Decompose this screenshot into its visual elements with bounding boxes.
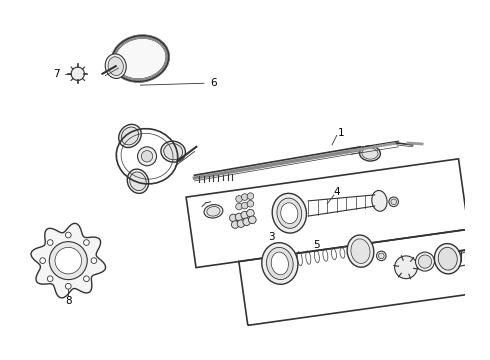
Circle shape xyxy=(55,247,81,274)
Ellipse shape xyxy=(130,172,146,190)
Ellipse shape xyxy=(262,243,298,284)
Circle shape xyxy=(241,211,248,219)
Text: 6: 6 xyxy=(210,78,217,88)
Circle shape xyxy=(236,203,243,210)
Circle shape xyxy=(66,283,71,289)
Circle shape xyxy=(231,221,239,228)
Circle shape xyxy=(141,150,153,162)
Circle shape xyxy=(247,193,254,199)
Text: 7: 7 xyxy=(53,69,60,79)
Ellipse shape xyxy=(360,146,380,161)
Bar xyxy=(239,221,490,325)
Ellipse shape xyxy=(161,141,186,162)
Ellipse shape xyxy=(119,124,141,148)
Ellipse shape xyxy=(372,190,387,211)
Circle shape xyxy=(84,276,89,282)
Circle shape xyxy=(389,197,398,207)
Text: 1: 1 xyxy=(338,127,345,138)
Circle shape xyxy=(242,202,248,209)
Ellipse shape xyxy=(267,247,293,280)
Circle shape xyxy=(229,214,237,222)
Ellipse shape xyxy=(105,54,126,78)
Ellipse shape xyxy=(347,235,374,267)
Ellipse shape xyxy=(281,203,298,224)
Circle shape xyxy=(391,199,396,205)
Text: 8: 8 xyxy=(65,296,72,306)
Text: 4: 4 xyxy=(333,187,340,197)
Circle shape xyxy=(418,255,432,268)
Circle shape xyxy=(138,147,156,166)
Ellipse shape xyxy=(108,57,123,76)
Ellipse shape xyxy=(435,244,461,274)
Circle shape xyxy=(236,195,243,202)
Circle shape xyxy=(48,240,53,246)
Circle shape xyxy=(237,220,245,228)
Polygon shape xyxy=(31,223,106,298)
Ellipse shape xyxy=(271,252,289,275)
Circle shape xyxy=(40,258,46,264)
Circle shape xyxy=(394,256,417,279)
Circle shape xyxy=(91,258,97,264)
Circle shape xyxy=(48,276,53,282)
Ellipse shape xyxy=(122,127,139,145)
Text: 3: 3 xyxy=(268,232,274,242)
Ellipse shape xyxy=(272,193,306,233)
Ellipse shape xyxy=(204,204,223,218)
Text: 5: 5 xyxy=(314,239,320,249)
Circle shape xyxy=(378,253,384,259)
Circle shape xyxy=(242,194,248,201)
Bar xyxy=(186,159,468,267)
Ellipse shape xyxy=(438,247,457,270)
Circle shape xyxy=(49,242,87,280)
Circle shape xyxy=(235,213,243,221)
Ellipse shape xyxy=(164,144,183,160)
Ellipse shape xyxy=(127,169,148,193)
Ellipse shape xyxy=(277,198,302,228)
Circle shape xyxy=(248,216,256,224)
Circle shape xyxy=(71,67,84,80)
Circle shape xyxy=(246,210,254,217)
Circle shape xyxy=(247,201,254,207)
Circle shape xyxy=(377,251,386,261)
Circle shape xyxy=(416,252,435,271)
Ellipse shape xyxy=(112,36,169,81)
Circle shape xyxy=(84,240,89,246)
Circle shape xyxy=(243,218,250,225)
Circle shape xyxy=(66,232,71,238)
Ellipse shape xyxy=(351,239,370,264)
Ellipse shape xyxy=(362,148,378,159)
Ellipse shape xyxy=(207,207,220,216)
